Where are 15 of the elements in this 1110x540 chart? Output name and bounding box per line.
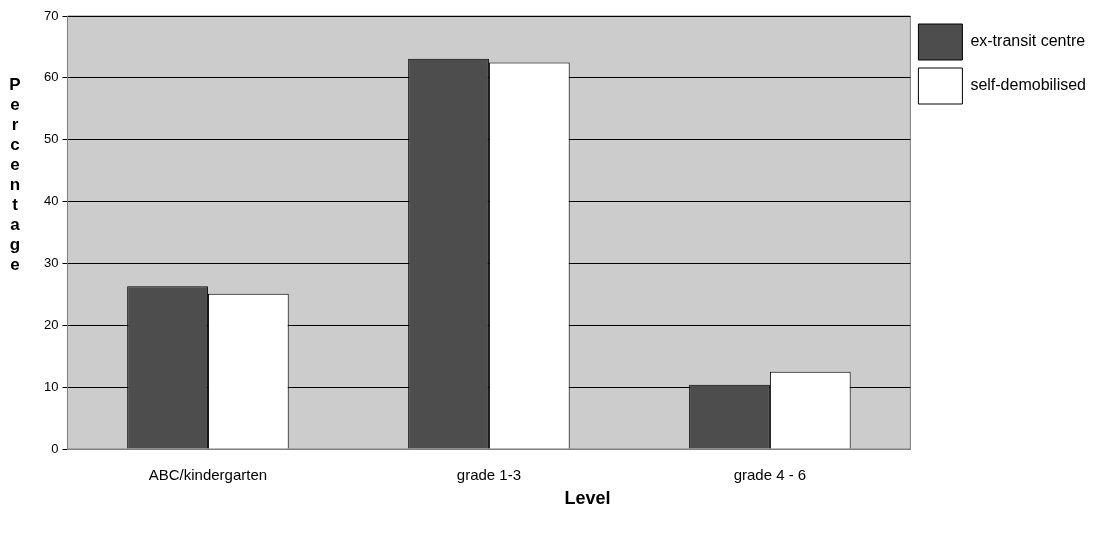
y-tick-label: 0	[51, 440, 59, 456]
y-tick-label: 60	[43, 69, 59, 85]
legend-label: ex-transit centre	[970, 32, 1086, 50]
x-tick-label: grade 4 - 6	[733, 466, 807, 484]
legend-label: self-demobilised	[970, 76, 1086, 94]
y-tick-label: 20	[43, 316, 59, 332]
y-tick-label: 30	[43, 255, 59, 271]
y-tick-label: 50	[43, 131, 59, 147]
x-tick-label: grade 1-3	[456, 466, 522, 484]
x-tick-label: ABC/kindergarten	[148, 466, 268, 484]
y-tick-label: 70	[43, 7, 59, 23]
x-axis-title: Level	[563, 488, 612, 509]
y-tick-label: 40	[43, 193, 59, 209]
text: Percentage	[9, 75, 21, 274]
y-tick-label: 10	[43, 378, 59, 394]
